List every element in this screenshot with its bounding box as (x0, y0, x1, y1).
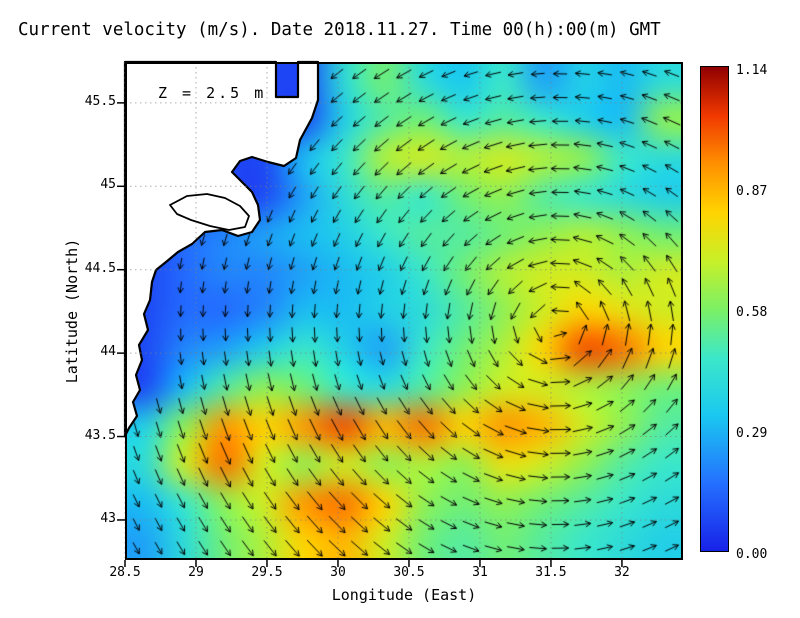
x-tick-label: 31 (472, 565, 488, 580)
colorbar-tick-label: 0.29 (736, 426, 768, 441)
colorbar-tick-label: 1.14 (736, 63, 768, 78)
y-tick-label: 45 (100, 177, 116, 193)
x-tick-label: 30.5 (393, 565, 425, 580)
lake-polygon (169, 193, 250, 231)
y-tick-label: 44 (100, 344, 116, 360)
x-tick-label: 29 (188, 565, 204, 580)
x-tick-label: 30 (330, 565, 346, 580)
colorbar-tick-label: 0.87 (736, 184, 768, 199)
map-overlay-svg (117, 60, 683, 567)
x-tick-label: 32 (614, 565, 630, 580)
y-tick-label: 44.5 (84, 260, 116, 276)
colorbar (700, 66, 729, 552)
colorbar-tick-label: 0.58 (736, 305, 768, 320)
colorbar-tick-label: 0.00 (736, 547, 768, 562)
x-tick-label: 28.5 (109, 565, 141, 580)
y-tick-label: 43 (100, 510, 116, 526)
y-tick-label: 43.5 (84, 427, 116, 443)
axis-tick-marks (117, 102, 623, 567)
depth-annotation: Z = 2.5 m (158, 84, 267, 102)
plot-frame (125, 62, 683, 560)
chart-title: Current velocity (m/s). Date 2018.11.27.… (18, 20, 661, 40)
x-tick-label: 29.5 (251, 565, 283, 580)
land-polygon (123, 60, 320, 438)
x-axis-label: Longitude (East) (331, 586, 477, 604)
y-tick-label: 45.5 (84, 93, 116, 109)
plot-area (117, 60, 683, 567)
x-tick-label: 31.5 (535, 565, 567, 580)
